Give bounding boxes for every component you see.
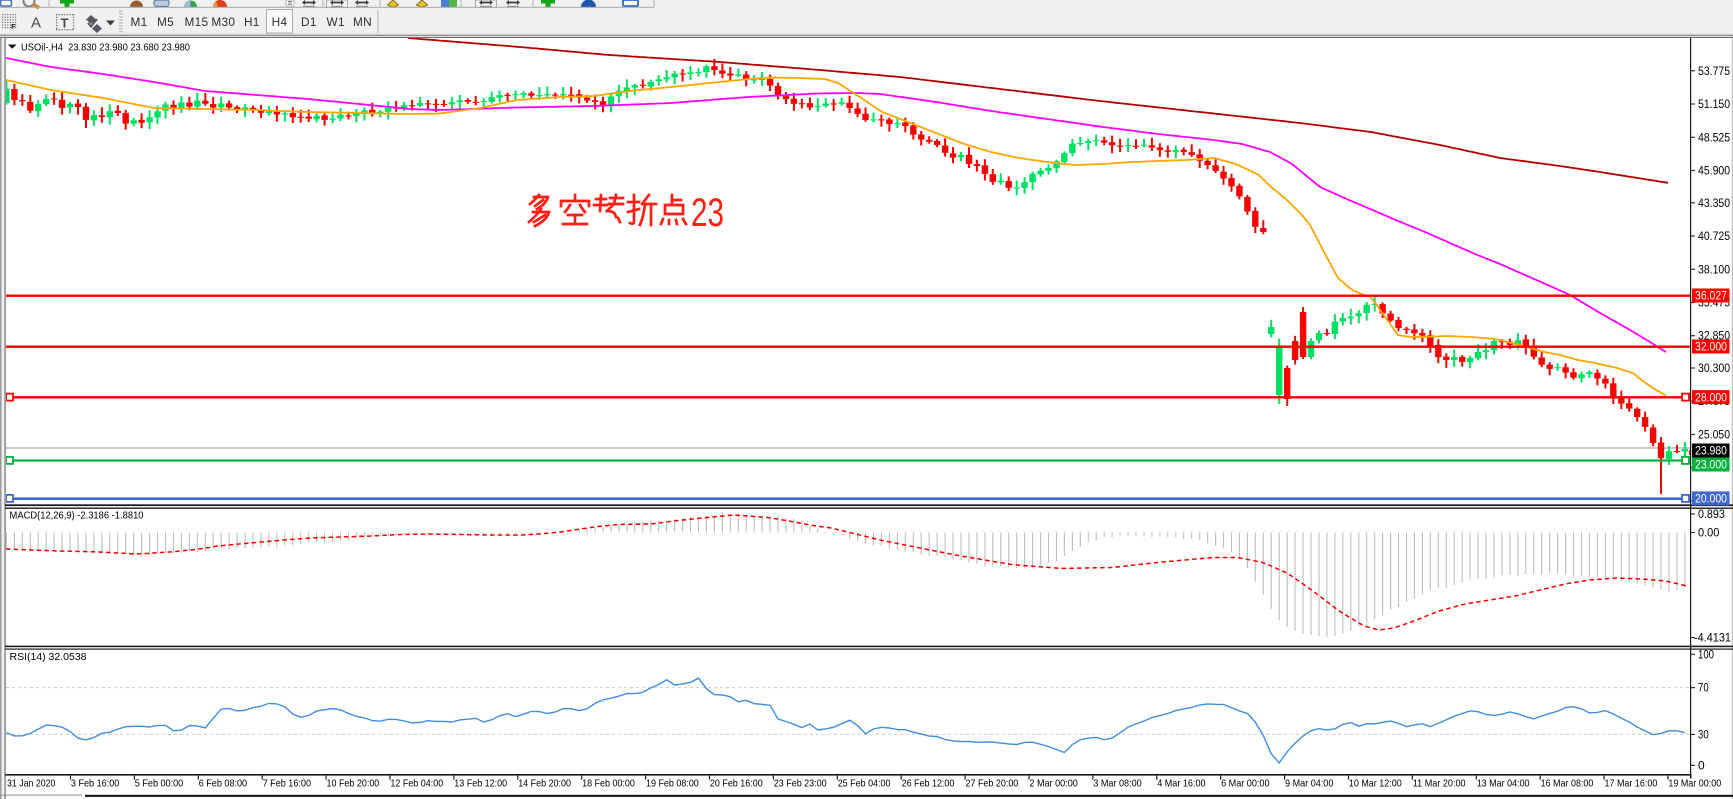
svg-text:6 Feb 08:00: 6 Feb 08:00 <box>199 779 248 790</box>
svg-text:30: 30 <box>1698 727 1709 741</box>
svg-text:40.725: 40.725 <box>1698 229 1730 243</box>
svg-text:9 Mar 04:00: 9 Mar 04:00 <box>1285 779 1334 790</box>
svg-text:11 Mar 20:00: 11 Mar 20:00 <box>1413 779 1466 790</box>
svg-text:7 Feb 16:00: 7 Feb 16:00 <box>263 779 312 790</box>
svg-text:14 Feb 20:00: 14 Feb 20:00 <box>518 779 571 790</box>
svg-text:23.980: 23.980 <box>1695 444 1727 458</box>
svg-text:30.300: 30.300 <box>1698 361 1730 375</box>
svg-text:13 Feb 12:00: 13 Feb 12:00 <box>454 779 507 790</box>
svg-text:0: 0 <box>1698 758 1705 772</box>
svg-text:28.000: 28.000 <box>1695 390 1727 404</box>
svg-text:-4.4131: -4.4131 <box>1694 633 1731 645</box>
svg-text:31 Jan 2020: 31 Jan 2020 <box>7 779 56 790</box>
svg-text:25.050: 25.050 <box>1698 428 1730 442</box>
svg-text:6 Mar 00:00: 6 Mar 00:00 <box>1221 779 1270 790</box>
svg-text:H1: H1 <box>244 15 260 29</box>
svg-text:10 Mar 12:00: 10 Mar 12:00 <box>1349 779 1402 790</box>
svg-text:25 Feb 04:00: 25 Feb 04:00 <box>838 779 891 790</box>
svg-text:23 Feb 23:00: 23 Feb 23:00 <box>774 779 827 790</box>
svg-text:17 Mar 16:00: 17 Mar 16:00 <box>1605 779 1658 790</box>
svg-text:26 Feb 12:00: 26 Feb 12:00 <box>902 779 955 790</box>
svg-text:T: T <box>61 16 69 31</box>
svg-text:A: A <box>31 15 41 32</box>
svg-text:51.150: 51.150 <box>1698 97 1730 111</box>
svg-text:0.893: 0.893 <box>1698 507 1725 521</box>
svg-text:M1: M1 <box>131 15 148 29</box>
svg-text:D1: D1 <box>301 15 317 29</box>
svg-text:23.000: 23.000 <box>1695 458 1727 472</box>
svg-text:USOil-,H4 23.830 23.980 23.68: USOil-,H4 23.830 23.980 23.680 23.980 <box>21 43 191 54</box>
svg-text:H4: H4 <box>272 15 288 29</box>
svg-text:20 Feb 16:00: 20 Feb 16:00 <box>710 779 763 790</box>
svg-text:3 Mar 08:00: 3 Mar 08:00 <box>1093 779 1142 790</box>
svg-text:M30: M30 <box>211 15 235 29</box>
svg-text:32.000: 32.000 <box>1695 340 1727 354</box>
svg-text:48.525: 48.525 <box>1698 130 1730 144</box>
svg-text:18 Feb 00:00: 18 Feb 00:00 <box>582 779 635 790</box>
svg-text:16 Mar 08:00: 16 Mar 08:00 <box>1541 779 1594 790</box>
svg-text:10 Feb 20:00: 10 Feb 20:00 <box>327 779 380 790</box>
svg-text:3 Feb 16:00: 3 Feb 16:00 <box>71 779 120 790</box>
svg-text:19 Mar 00:00: 19 Mar 00:00 <box>1668 779 1721 790</box>
svg-text:5 Feb 00:00: 5 Feb 00:00 <box>135 779 184 790</box>
svg-text:F: F <box>11 22 16 31</box>
svg-text:19 Feb 08:00: 19 Feb 08:00 <box>646 779 699 790</box>
svg-text:27 Feb 20:00: 27 Feb 20:00 <box>966 779 1019 790</box>
svg-text:4 Mar 16:00: 4 Mar 16:00 <box>1157 779 1206 790</box>
svg-text:M15: M15 <box>184 15 208 29</box>
svg-text:23: 23 <box>691 191 724 235</box>
svg-text:2 Mar 00:00: 2 Mar 00:00 <box>1029 779 1078 790</box>
svg-text:RSI(14) 32.0538: RSI(14) 32.0538 <box>10 652 87 663</box>
svg-text:M5: M5 <box>157 15 174 29</box>
svg-text:70: 70 <box>1698 681 1709 695</box>
svg-text:W1: W1 <box>327 15 345 29</box>
svg-text:20.000: 20.000 <box>1695 492 1727 506</box>
svg-text:32.850: 32.850 <box>1698 329 1730 343</box>
svg-text:13 Mar 04:00: 13 Mar 04:00 <box>1477 779 1530 790</box>
svg-text:MN: MN <box>353 15 372 29</box>
svg-text:MACD(12,26,9) -2.3186 -1.8810: MACD(12,26,9) -2.3186 -1.8810 <box>10 511 144 522</box>
svg-text:12 Feb 04:00: 12 Feb 04:00 <box>390 779 443 790</box>
svg-text:38.100: 38.100 <box>1698 262 1730 276</box>
svg-text:53.775: 53.775 <box>1698 64 1730 78</box>
svg-text:36.027: 36.027 <box>1695 289 1727 303</box>
svg-text:43.350: 43.350 <box>1698 196 1730 210</box>
svg-text:45.900: 45.900 <box>1698 164 1730 178</box>
svg-text:0.00: 0.00 <box>1698 526 1720 540</box>
svg-text:100: 100 <box>1698 647 1714 661</box>
